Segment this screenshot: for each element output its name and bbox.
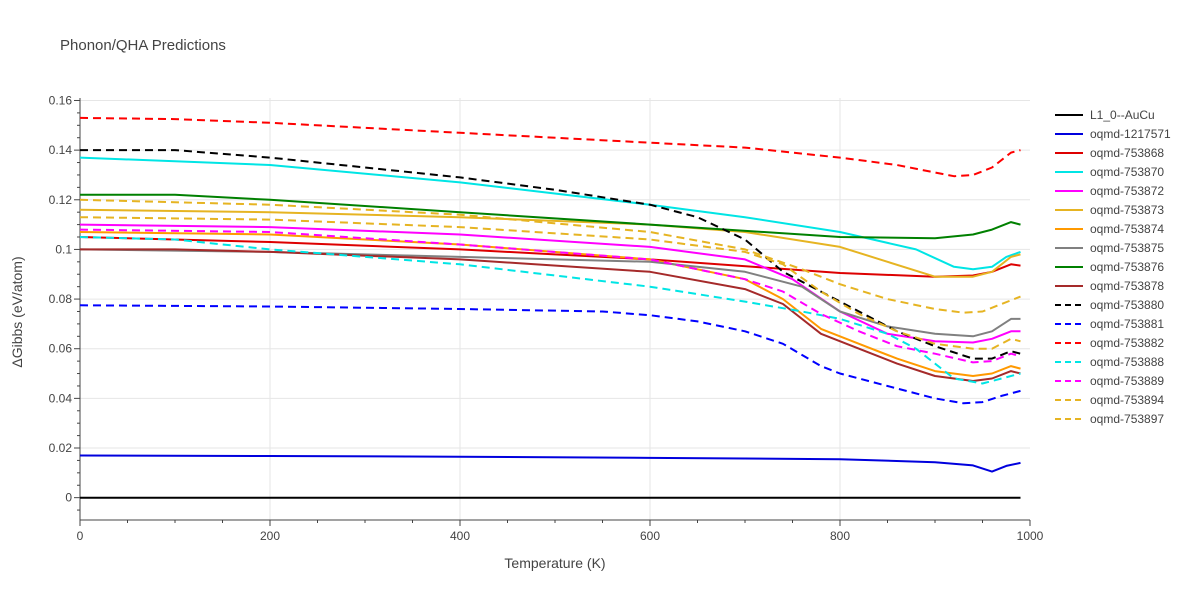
y-tick-label: 0.16	[49, 93, 73, 107]
legend-item[interactable]: oqmd-753894	[1055, 393, 1164, 407]
legend-item[interactable]: oqmd-753875	[1055, 241, 1164, 255]
legend-item[interactable]: oqmd-753872	[1055, 184, 1164, 198]
legend-item[interactable]: oqmd-753881	[1055, 317, 1164, 331]
legend-label: oqmd-753873	[1090, 203, 1164, 217]
legend-label: oqmd-753894	[1090, 393, 1164, 407]
legend-label: oqmd-753878	[1090, 279, 1164, 293]
legend-item[interactable]: oqmd-753880	[1055, 298, 1164, 312]
x-tick-label: 400	[450, 529, 470, 543]
series-line-oqmd-753873	[79, 208, 1021, 278]
chart-title: Phonon/QHA Predictions	[60, 37, 226, 54]
y-axis-label: ΔGibbs (eV/atom)	[9, 256, 25, 367]
y-tick-label: 0	[65, 491, 72, 505]
x-tick-label: 200	[260, 529, 280, 543]
series-line-oqmd-753897	[79, 198, 1021, 314]
legend-item[interactable]: oqmd-753874	[1055, 222, 1164, 236]
legend-label: oqmd-753888	[1090, 355, 1164, 369]
legend-item[interactable]: oqmd-753878	[1055, 279, 1164, 293]
y-tick-label: 0.14	[49, 143, 73, 157]
series-line-oqmd-753881	[79, 304, 1021, 405]
series-line-oqmd-753882	[79, 116, 1021, 178]
series-line-oqmd-753868	[79, 236, 1021, 278]
legend-label: oqmd-753897	[1090, 412, 1164, 426]
legend-item[interactable]: oqmd-753868	[1055, 146, 1164, 160]
legend-item[interactable]: oqmd-1217571	[1055, 127, 1171, 141]
legend-label: oqmd-753876	[1090, 260, 1164, 274]
legend-item[interactable]: oqmd-753889	[1055, 374, 1164, 388]
legend-label: oqmd-753868	[1090, 146, 1164, 160]
legend-item[interactable]: oqmd-753888	[1055, 355, 1164, 369]
x-tick-label: 800	[830, 529, 850, 543]
y-tick-label: 0.04	[49, 391, 73, 405]
x-tick-label: 0	[77, 529, 84, 543]
legend-item[interactable]: oqmd-753897	[1055, 412, 1164, 426]
legend-label: oqmd-753881	[1090, 317, 1164, 331]
series-line-oqmd-753876	[80, 193, 1021, 240]
y-tick-label: 0.02	[49, 441, 73, 455]
axes: 0 200 400 600 800 1000 0 0.02 0.04 0.06 0.08 0.1 0.1…	[49, 93, 1044, 543]
y-tick-label: 0.12	[49, 193, 73, 207]
legend-label: oqmd-753882	[1090, 336, 1164, 350]
legend-label: oqmd-753880	[1090, 298, 1164, 312]
series-line-oqmd-753870	[79, 156, 1021, 271]
y-tick-label: 0.06	[49, 342, 73, 356]
series-line-oqmd-753880	[80, 149, 1021, 360]
legend-item[interactable]: oqmd-753876	[1055, 260, 1164, 274]
grid	[80, 98, 1030, 520]
legend-item[interactable]: oqmd-753870	[1055, 165, 1164, 179]
y-tick-label: 0.1	[55, 242, 72, 256]
legend-label: oqmd-753872	[1090, 184, 1164, 198]
legend-label: oqmd-753874	[1090, 222, 1164, 236]
series-line-oqmd-753875	[79, 248, 1021, 338]
legend-label: L1_0--AuCu	[1090, 108, 1155, 122]
series-line-oqmd-753888	[79, 236, 1021, 385]
series-line-oqmd-753889	[79, 228, 1021, 364]
legend-item[interactable]: oqmd-753873	[1055, 203, 1164, 217]
legend-label: oqmd-753889	[1090, 374, 1164, 388]
series-line-oqmd-1217571	[79, 454, 1021, 473]
x-tick-label: 600	[640, 529, 660, 543]
legend-label: oqmd-1217571	[1090, 127, 1171, 141]
legend-item[interactable]: L1_0--AuCu	[1055, 108, 1155, 122]
x-tick-label: 1000	[1017, 529, 1044, 543]
x-axis-label: Temperature (K)	[504, 555, 605, 571]
series-line-oqmd-753874	[79, 231, 1021, 377]
legend-item[interactable]: oqmd-753882	[1055, 336, 1164, 350]
y-tick-label: 0.08	[49, 292, 73, 306]
plot-area	[79, 116, 1021, 499]
legend-label: oqmd-753875	[1090, 241, 1164, 255]
legend-label: oqmd-753870	[1090, 165, 1164, 179]
legend[interactable]: L1_0--AuCu oqmd-1217571 oqmd-753868 oqmd-75…	[1055, 108, 1171, 426]
